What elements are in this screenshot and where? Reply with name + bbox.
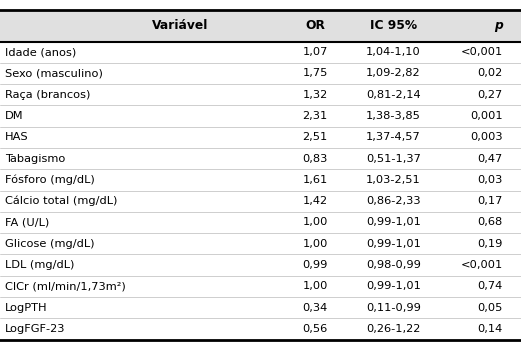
Text: 0,34: 0,34: [303, 303, 328, 312]
Text: 1,38-3,85: 1,38-3,85: [366, 111, 421, 121]
Text: Glicose (mg/dL): Glicose (mg/dL): [5, 239, 95, 249]
Text: 1,37-4,57: 1,37-4,57: [366, 132, 421, 142]
Text: p: p: [494, 20, 503, 33]
Text: 0,003: 0,003: [470, 132, 503, 142]
Text: IC 95%: IC 95%: [370, 20, 417, 33]
Text: 0,47: 0,47: [478, 154, 503, 164]
Text: 0,03: 0,03: [477, 175, 503, 185]
Text: Variável: Variável: [152, 20, 208, 33]
Text: 0,99-1,01: 0,99-1,01: [366, 217, 421, 227]
Text: 0,27: 0,27: [478, 90, 503, 100]
Bar: [0, 10, 521, 42]
Text: 2,51: 2,51: [303, 132, 328, 142]
Text: 0,86-2,33: 0,86-2,33: [366, 196, 420, 206]
Text: 1,09-2,82: 1,09-2,82: [366, 69, 420, 79]
Text: <0,001: <0,001: [461, 47, 503, 57]
Text: 0,56: 0,56: [303, 324, 328, 334]
Text: 0,001: 0,001: [470, 111, 503, 121]
Text: <0,001: <0,001: [461, 260, 503, 270]
Text: 1,42: 1,42: [303, 196, 328, 206]
Text: 0,19: 0,19: [477, 239, 503, 249]
Text: 1,00: 1,00: [303, 239, 328, 249]
Text: DM: DM: [5, 111, 24, 121]
Text: Cálcio total (mg/dL): Cálcio total (mg/dL): [5, 196, 118, 206]
Text: Idade (anos): Idade (anos): [5, 47, 77, 57]
Text: 1,00: 1,00: [303, 217, 328, 227]
Text: LogPTH: LogPTH: [5, 303, 48, 312]
Text: 0,83: 0,83: [303, 154, 328, 164]
Text: 0,81-2,14: 0,81-2,14: [366, 90, 420, 100]
Text: FA (U/L): FA (U/L): [5, 217, 49, 227]
Text: 0,05: 0,05: [477, 303, 503, 312]
Text: LogFGF-23: LogFGF-23: [5, 324, 66, 334]
Text: 0,14: 0,14: [478, 324, 503, 334]
Text: 0,68: 0,68: [478, 217, 503, 227]
Text: 1,61: 1,61: [303, 175, 328, 185]
Text: OR: OR: [305, 20, 325, 33]
Text: Raça (brancos): Raça (brancos): [5, 90, 91, 100]
Text: 1,03-2,51: 1,03-2,51: [366, 175, 421, 185]
Text: 1,04-1,10: 1,04-1,10: [366, 47, 421, 57]
Text: 0,98-0,99: 0,98-0,99: [366, 260, 421, 270]
Text: ClCr (ml/min/1,73m²): ClCr (ml/min/1,73m²): [5, 281, 126, 291]
Text: 1,07: 1,07: [303, 47, 328, 57]
Text: Fósforo (mg/dL): Fósforo (mg/dL): [5, 175, 95, 185]
Text: 0,99-1,01: 0,99-1,01: [366, 239, 421, 249]
Text: 0,02: 0,02: [478, 69, 503, 79]
Text: HAS: HAS: [5, 132, 29, 142]
Text: Tabagismo: Tabagismo: [5, 154, 66, 164]
Text: 0,11-0,99: 0,11-0,99: [366, 303, 421, 312]
Text: 1,75: 1,75: [303, 69, 328, 79]
Text: 0,26-1,22: 0,26-1,22: [366, 324, 420, 334]
Text: 1,32: 1,32: [303, 90, 328, 100]
Text: 0,99: 0,99: [303, 260, 328, 270]
Text: 0,99-1,01: 0,99-1,01: [366, 281, 421, 291]
Text: Sexo (masculino): Sexo (masculino): [5, 69, 103, 79]
Text: 0,51-1,37: 0,51-1,37: [366, 154, 421, 164]
Text: 1,00: 1,00: [303, 281, 328, 291]
Text: 0,74: 0,74: [478, 281, 503, 291]
Text: 0,17: 0,17: [477, 196, 503, 206]
Text: 2,31: 2,31: [303, 111, 328, 121]
Text: LDL (mg/dL): LDL (mg/dL): [5, 260, 75, 270]
